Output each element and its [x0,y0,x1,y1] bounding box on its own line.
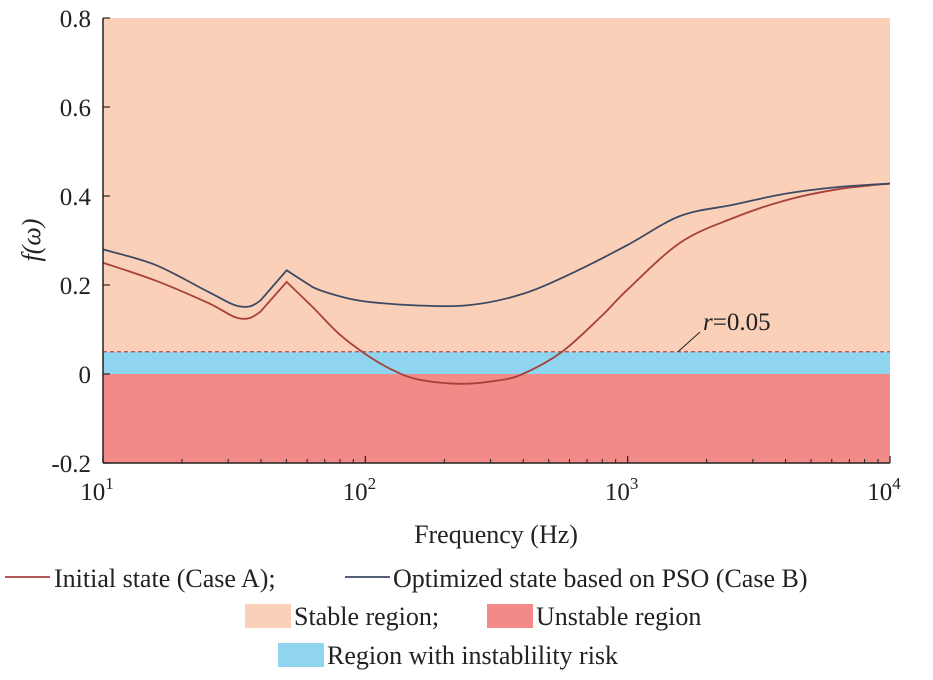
y-tick-label: 0.2 [60,273,91,300]
region-region-with-instablility-risk [103,351,890,374]
x-tick-exponent: 2 [368,474,377,493]
x-tick-base: 10 [605,479,630,506]
legend-unstable-label: Unstable region [536,602,701,631]
x-tick-exponent: 4 [892,474,901,493]
threshold-label-r: r [703,309,713,336]
x-axis-label: Frequency (Hz) [414,520,578,549]
x-tick-base: 10 [80,479,105,506]
y-tick-label: 0.8 [60,6,91,33]
y-tick-label: 0.4 [60,184,92,211]
threshold-leader [677,331,701,353]
legend-stable-swatch [245,604,291,628]
legend-risk-label: Region with instablility risk [327,641,618,670]
x-tick-label: 103 [605,474,639,506]
x-tick-base: 10 [867,479,892,506]
x-tick-exponent: 3 [630,474,639,493]
legend-case-b-label: Optimized state based on PSO (Case B) [393,564,808,593]
y-tick-label: 0 [79,362,92,389]
region-stable-region [103,18,890,352]
x-tick-label: 104 [867,474,901,506]
threshold-label-value: =0.05 [713,309,771,336]
series-case-a-line [102,182,891,385]
x-tick-exponent: 1 [105,474,114,493]
y-tick-label: -0.2 [51,451,91,478]
y-axis-label: f(ω) [17,219,46,262]
x-tick-label: 102 [343,474,377,506]
legend-unstable-swatch [487,604,533,628]
threshold-label: r=0.05 [703,309,771,336]
legend-stable-label: Stable region; [294,602,439,631]
legend-case-a-label: Initial state (Case A); [54,564,276,593]
x-tick-base: 10 [343,479,368,506]
x-tick-label: 101 [80,474,114,506]
series-case-b-line [102,182,891,308]
region-unstable-region [103,374,890,463]
legend-risk-swatch [278,643,324,667]
y-tick-label: 0.6 [60,95,91,122]
